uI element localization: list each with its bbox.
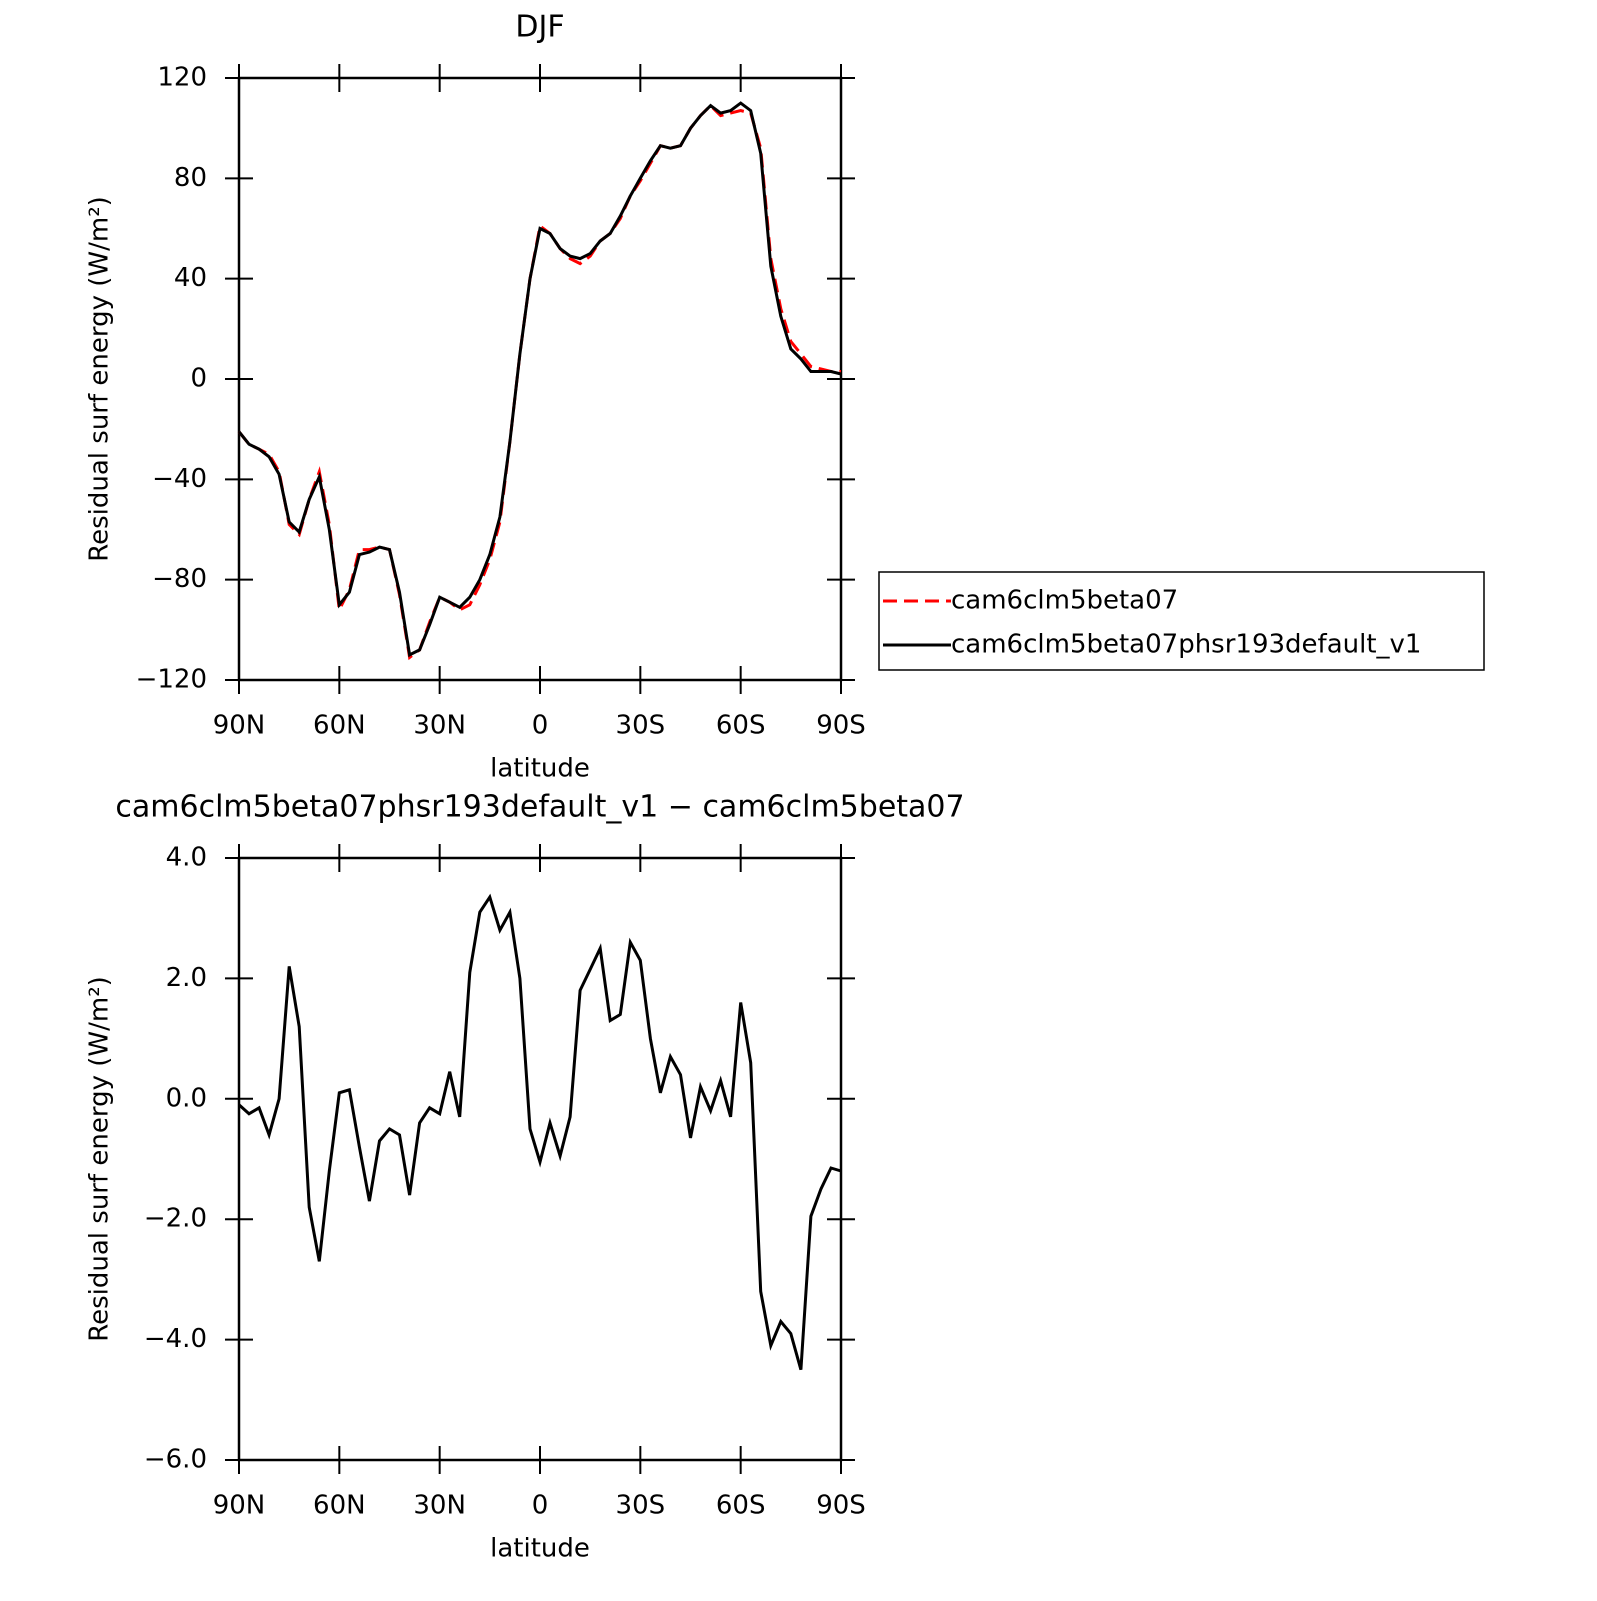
y-tick-label: 0 [190, 364, 207, 394]
x-tick-label: 30S [616, 711, 666, 741]
x-tick-label: 60S [716, 1491, 766, 1521]
y-tick-label: 4.0 [166, 843, 207, 873]
x-tick-label: 60S [716, 711, 766, 741]
y-tick-label: −6.0 [144, 1445, 207, 1475]
y-tick-label: 80 [174, 163, 207, 193]
x-tick-label: 90S [816, 711, 866, 741]
y-tick-label: −80 [152, 564, 207, 594]
x-tick-label: 30N [413, 711, 466, 741]
chart: DJF latitude Residual surf energy (W/m²) −1… [85, 10, 1485, 784]
y-tick-label: −40 [152, 464, 207, 494]
x-tick-label: 30N [413, 1491, 466, 1521]
chart-title: cam6clm5beta07phsr193default_v1 − cam6cl… [115, 790, 964, 825]
y-tick-label: 120 [157, 63, 207, 93]
legend-label: cam6clm5beta07phsr193default_v1 [951, 630, 1421, 660]
y-tick-label: 2.0 [166, 963, 207, 993]
legend-label: cam6clm5beta07 [951, 586, 1178, 616]
legend-box [878, 571, 1485, 671]
data-line [237, 101, 842, 658]
x-tick-label: 90S [816, 1491, 866, 1521]
y-tick-label: −2.0 [144, 1204, 207, 1234]
x-axis-label: latitude [490, 1534, 590, 1564]
y-tick-label: −120 [136, 665, 207, 695]
chart: cam6clm5beta07phsr193default_v1 − cam6cl… [85, 790, 965, 1564]
x-tick-label: 90N [213, 1491, 266, 1521]
y-axis-label: Residual surf energy (W/m²) [85, 196, 115, 562]
x-axis-label: latitude [490, 754, 590, 784]
y-tick-label: −4.0 [144, 1324, 207, 1354]
y-axis-label: Residual surf energy (W/m²) [85, 976, 115, 1342]
x-tick-label: 0 [532, 1491, 549, 1521]
data-line [237, 103, 841, 661]
y-tick-label: 0.0 [166, 1083, 207, 1113]
x-tick-label: 90N [213, 711, 266, 741]
x-tick-label: 60N [313, 711, 366, 741]
data-line [237, 893, 842, 1371]
y-tick-label: 40 [174, 263, 207, 293]
x-tick-label: 60N [313, 1491, 366, 1521]
x-tick-label: 0 [532, 711, 549, 741]
x-tick-label: 30S [616, 1491, 666, 1521]
plot-frame [237, 76, 843, 682]
chart-title: DJF [515, 10, 564, 45]
